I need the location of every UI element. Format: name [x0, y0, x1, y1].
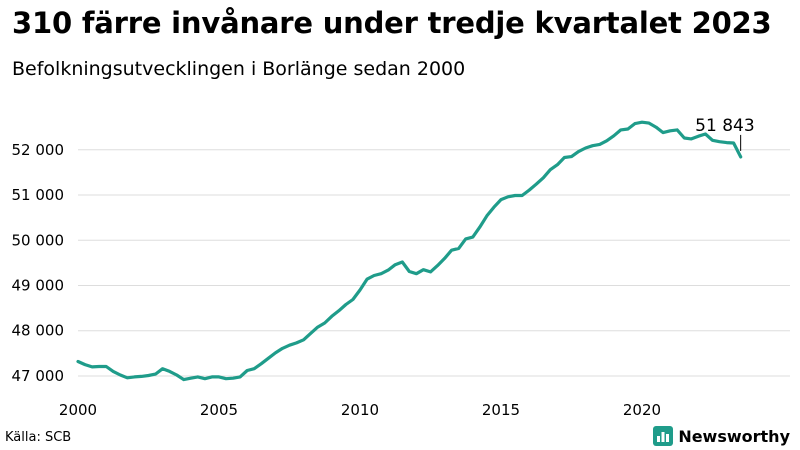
x-axis-ticks: 2000 2005 2010 2015 2020: [59, 401, 661, 419]
annotation-layer: 51 843: [695, 116, 755, 151]
x-tick-label: 2010: [341, 401, 379, 419]
chart-title: 310 färre invånare under tredje kvartale…: [12, 6, 772, 40]
chart-subtitle: Befolkningsutvecklingen i Borlänge sedan…: [12, 58, 466, 80]
series-line-1: [76, 120, 743, 382]
y-tick-label: 48 000: [12, 322, 65, 340]
last-value-label: 51 843: [695, 116, 754, 136]
grid-lines: [78, 149, 790, 377]
y-axis-ticks: 47 000 48 000 49 000 50 000 51 000 52 000: [12, 141, 65, 385]
x-tick-label: 2020: [623, 401, 661, 419]
series-layer: [76, 120, 743, 382]
y-tick-label: 51 000: [12, 186, 65, 204]
source-credit: Källa: SCB: [5, 430, 72, 445]
y-tick-label: 52 000: [12, 141, 65, 159]
x-tick-label: 2005: [200, 401, 238, 419]
y-tick-label: 47 000: [12, 367, 65, 385]
x-tick-label: 2000: [59, 401, 97, 419]
y-tick-label: 50 000: [12, 231, 65, 249]
y-tick-label: 49 000: [12, 276, 65, 294]
bar-chart-icon: [653, 426, 674, 446]
x-tick-label: 2015: [482, 401, 520, 419]
brand-name: Newsworthy: [678, 426, 790, 446]
brand-logo[interactable]: Newsworthy: [653, 426, 790, 446]
